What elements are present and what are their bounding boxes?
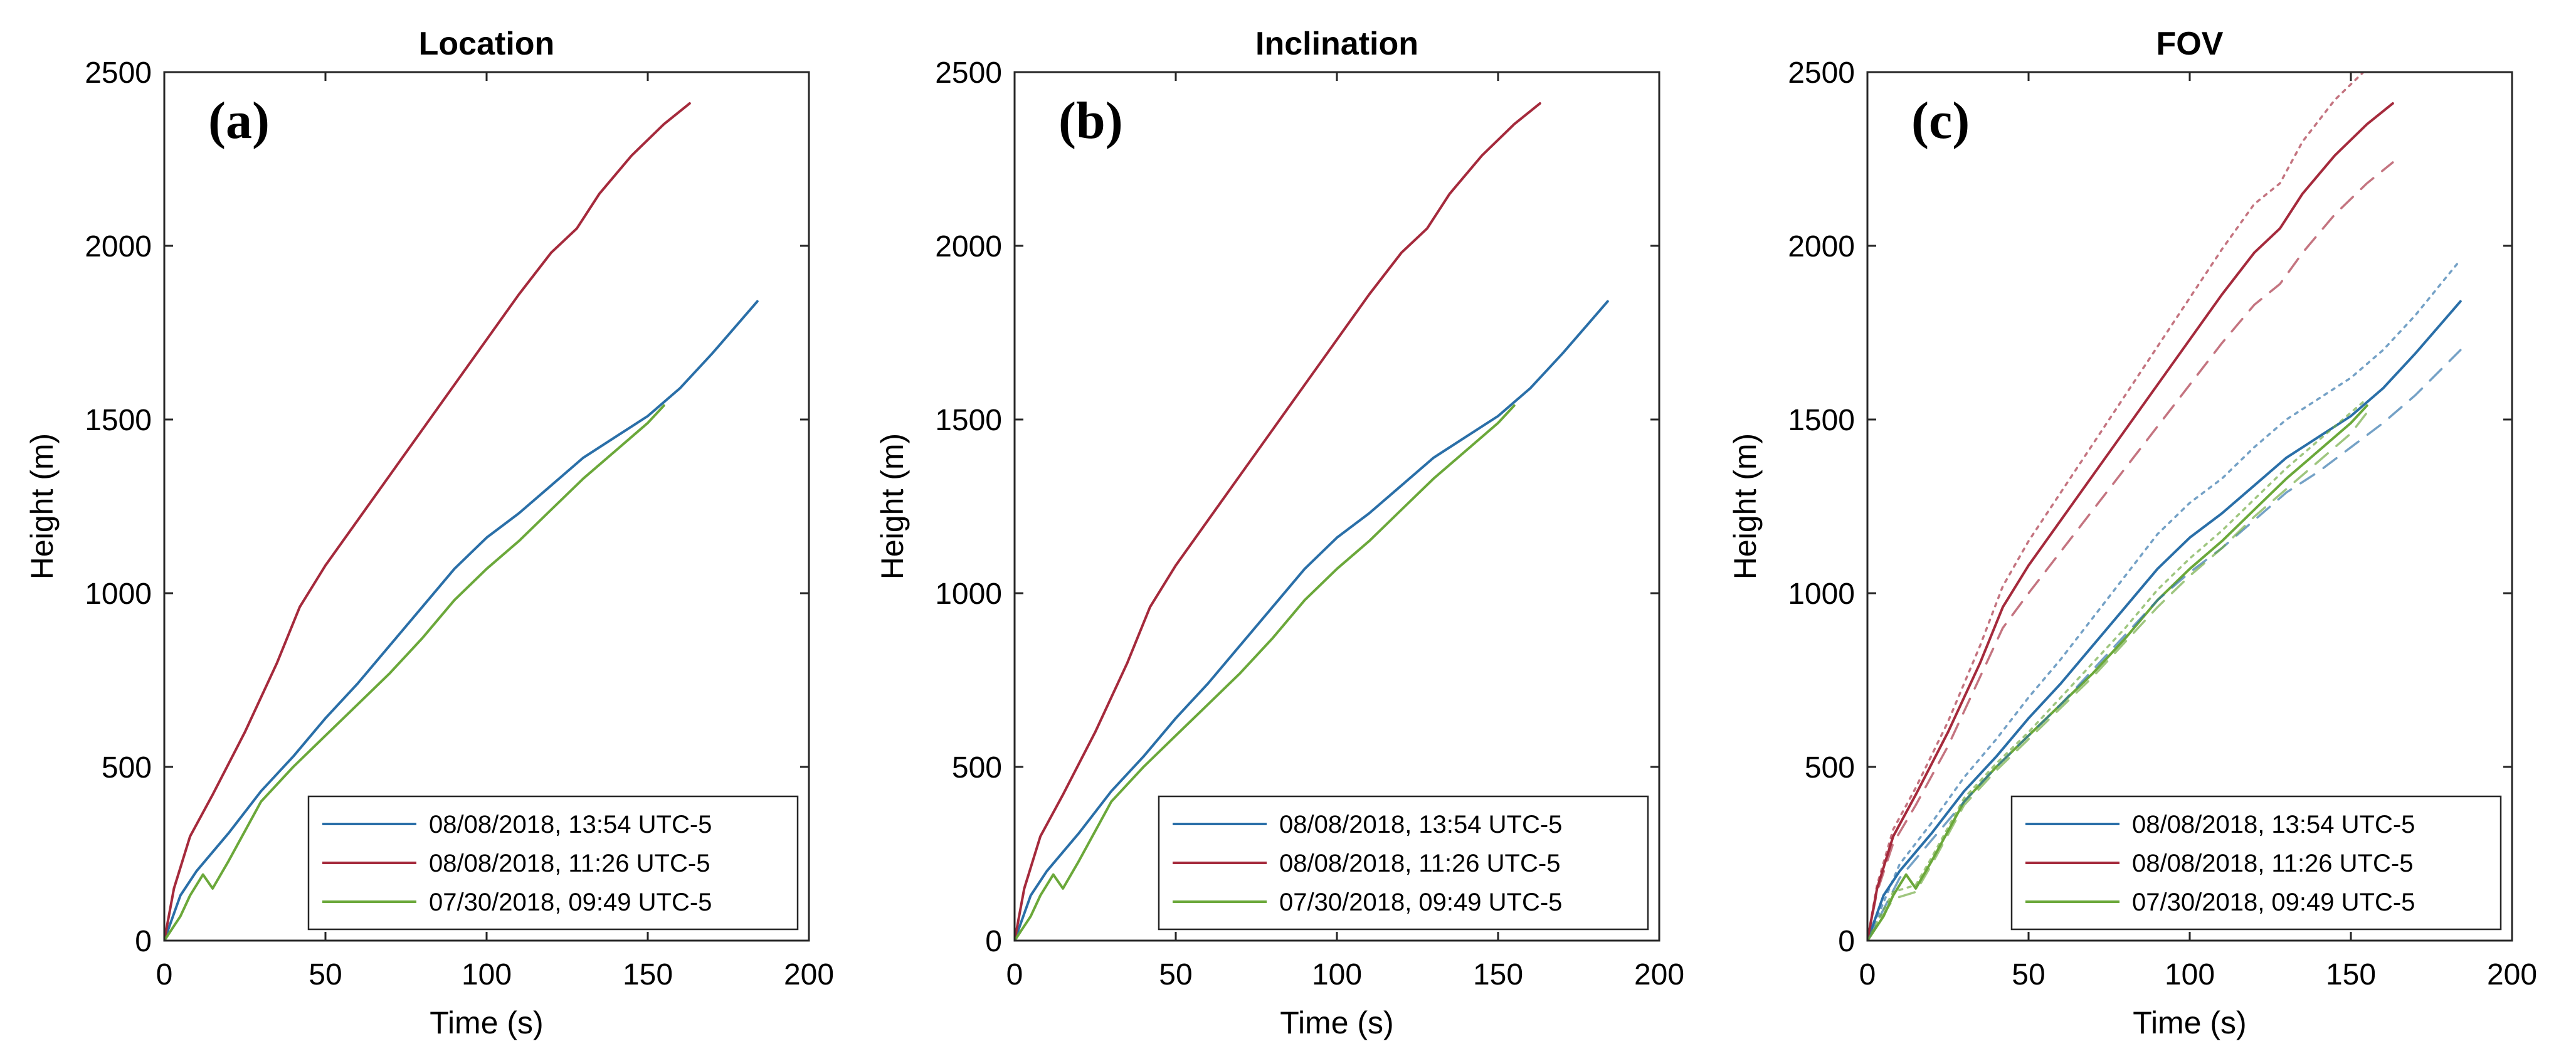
x-tick-label: 0 xyxy=(1859,958,1876,991)
y-tick-label: 1500 xyxy=(935,404,1002,437)
x-axis-label: Time (s) xyxy=(430,1005,543,1040)
y-tick-label: 0 xyxy=(135,925,152,958)
x-tick-label: 50 xyxy=(1159,958,1192,991)
x-tick-label: 150 xyxy=(623,958,673,991)
legend-entry: 07/30/2018, 09:49 UTC-5 xyxy=(2132,889,2415,916)
legend: 08/08/2018, 13:54 UTC-5 08/08/2018, 11:26… xyxy=(307,795,799,931)
x-tick-label: 100 xyxy=(1312,958,1362,991)
series-line-5 xyxy=(1867,349,2462,941)
series-line-1 xyxy=(164,300,759,941)
y-tick-label: 0 xyxy=(1838,925,1855,958)
y-tick-label: 1000 xyxy=(85,578,152,611)
x-tick-label: 100 xyxy=(2165,958,2215,991)
y-tick-label: 2000 xyxy=(85,230,152,263)
y-tick-label: 2500 xyxy=(85,56,152,90)
series-line-7 xyxy=(1867,161,2394,941)
series-line-9 xyxy=(1867,411,2368,941)
y-tick-label: 2500 xyxy=(1788,56,1855,90)
y-tick-label: 1500 xyxy=(85,404,152,437)
series-line-6 xyxy=(1867,72,2365,941)
y-tick-label: 1000 xyxy=(935,578,1002,611)
chart-title: Location xyxy=(419,26,555,62)
x-tick-label: 0 xyxy=(156,958,173,991)
legend: 08/08/2018, 13:54 UTC-5 08/08/2018, 11:26… xyxy=(2010,795,2502,931)
x-axis-label: Time (s) xyxy=(2133,1005,2246,1040)
x-tick-label: 50 xyxy=(309,958,342,991)
legend-entry: 07/30/2018, 09:49 UTC-5 xyxy=(429,889,712,916)
series-line-2 xyxy=(164,102,691,941)
series-line-3 xyxy=(1867,404,2368,941)
chart-panel-2: 0 50 100 150 20005001000150020002500Inclinat… xyxy=(875,26,1684,1040)
x-tick-label: 50 xyxy=(2012,958,2045,991)
series-line-8 xyxy=(1867,398,2368,941)
y-tick-label: 2000 xyxy=(935,230,1002,263)
y-axis-label: Height (m) xyxy=(1728,433,1763,579)
chart-title: FOV xyxy=(2156,26,2224,62)
y-axis-label: Height (m) xyxy=(24,433,60,579)
series-group xyxy=(164,102,759,941)
series-line-3 xyxy=(164,404,665,941)
legend-entry: 08/08/2018, 13:54 UTC-5 xyxy=(1279,811,1562,838)
x-tick-label: 0 xyxy=(1006,958,1023,991)
series-line-4 xyxy=(1867,258,2462,941)
y-tick-label: 500 xyxy=(1805,751,1855,784)
series-line-2 xyxy=(1015,102,1541,941)
x-tick-label: 200 xyxy=(784,958,834,991)
legend: 08/08/2018, 13:54 UTC-5 08/08/2018, 11:26… xyxy=(1158,795,1649,931)
y-tick-label: 500 xyxy=(102,751,152,784)
legend-entry: 08/08/2018, 13:54 UTC-5 xyxy=(429,811,712,838)
x-axis-label: Time (s) xyxy=(1280,1005,1393,1040)
x-tick-label: 100 xyxy=(462,958,512,991)
y-tick-label: 500 xyxy=(952,751,1002,784)
series-line-1 xyxy=(1015,300,1609,941)
chart-panel-3: 0 50 100 150 20005001000150020002500FOVTime … xyxy=(1728,26,2537,1040)
legend-entry: 08/08/2018, 13:54 UTC-5 xyxy=(2132,811,2415,838)
x-tick-label: 200 xyxy=(1634,958,1684,991)
y-tick-label: 2000 xyxy=(1788,230,1855,263)
y-tick-label: 0 xyxy=(985,925,1002,958)
y-tick-label: 2500 xyxy=(935,56,1002,90)
y-axis-label: Height (m) xyxy=(875,433,910,579)
chart-panel-1: 0 50 100 150 20005001000150020002500Location… xyxy=(24,26,834,1040)
panel-label: (b) xyxy=(1058,92,1123,150)
legend-entry: 08/08/2018, 11:26 UTC-5 xyxy=(2132,850,2413,877)
panel-label: (c) xyxy=(1911,92,1970,150)
series-line-3 xyxy=(1015,404,1516,941)
y-tick-label: 1000 xyxy=(1788,578,1855,611)
series-line-2 xyxy=(1867,102,2394,941)
x-tick-label: 150 xyxy=(1473,958,1523,991)
series-line-1 xyxy=(1867,300,2462,941)
y-tick-label: 1500 xyxy=(1788,404,1855,437)
series-group xyxy=(1867,72,2462,941)
x-tick-label: 150 xyxy=(2326,958,2376,991)
x-tick-label: 200 xyxy=(2487,958,2537,991)
series-group xyxy=(1015,102,1609,941)
panel-label: (a) xyxy=(208,92,270,150)
legend-entry: 08/08/2018, 11:26 UTC-5 xyxy=(1279,850,1560,877)
legend-entry: 08/08/2018, 11:26 UTC-5 xyxy=(429,850,710,877)
legend-entry: 07/30/2018, 09:49 UTC-5 xyxy=(1279,889,1562,916)
chart-title: Inclination xyxy=(1255,26,1418,62)
